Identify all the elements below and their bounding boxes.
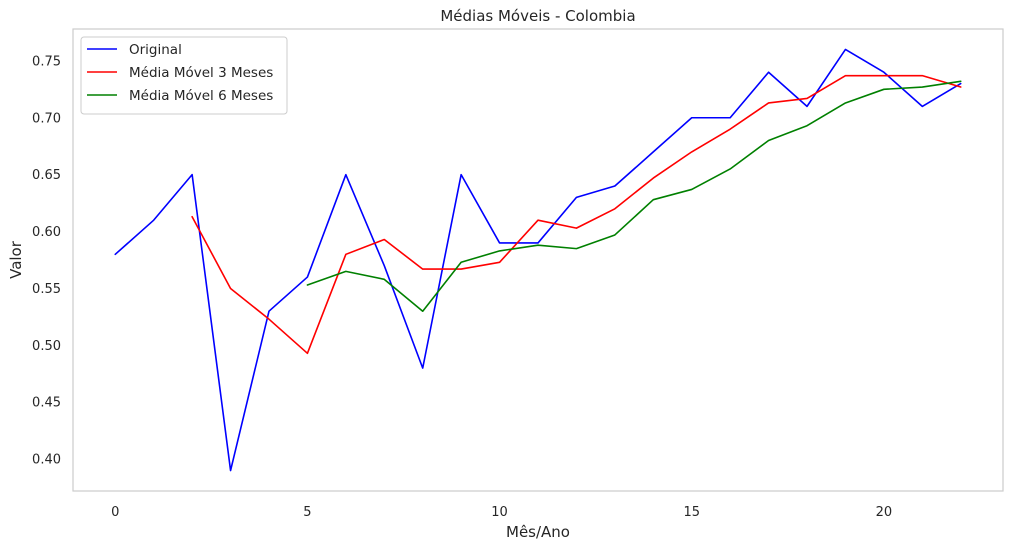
x-tick-label: 0: [111, 505, 119, 520]
x-tick-label: 15: [683, 505, 700, 520]
y-tick-label: 0.60: [32, 225, 61, 240]
legend: Original Média Móvel 3 Meses Média Móvel 6…: [80, 36, 288, 115]
series-line-1: [114, 48, 962, 472]
y-tick-label: 0.75: [32, 54, 61, 69]
y-tick-label: 0.55: [32, 282, 61, 297]
y-tick-label: 0.65: [32, 168, 61, 183]
legend-label: Média Móvel 3 Meses: [129, 65, 273, 81]
y-tick-label: 0.45: [32, 396, 61, 411]
x-tick-label: 20: [876, 505, 893, 520]
legend-label: Média Móvel 6 Meses: [129, 88, 273, 104]
y-axis-title: Valor: [7, 240, 25, 279]
x-tick-label: 5: [303, 505, 311, 520]
series-line-2: [191, 74, 962, 355]
series-line-3: [306, 80, 962, 313]
series-lines: [114, 48, 962, 472]
y-tick-label: 0.40: [32, 453, 61, 468]
y-tick-label: 0.70: [32, 111, 61, 126]
y-tick-label: 0.50: [32, 339, 61, 354]
chart-title: Médias Móveis - Colombia: [440, 7, 635, 25]
x-tick-label: 10: [491, 505, 508, 520]
x-axis-ticks: 0 5 10 15 20: [111, 505, 892, 520]
x-axis-title: Mês/Ano: [506, 523, 570, 541]
y-axis-ticks: 0.40 0.45 0.50 0.55 0.60 0.65 0.70 0.75: [32, 54, 61, 467]
legend-box: [80, 36, 288, 115]
legend-label: Original: [129, 42, 182, 58]
